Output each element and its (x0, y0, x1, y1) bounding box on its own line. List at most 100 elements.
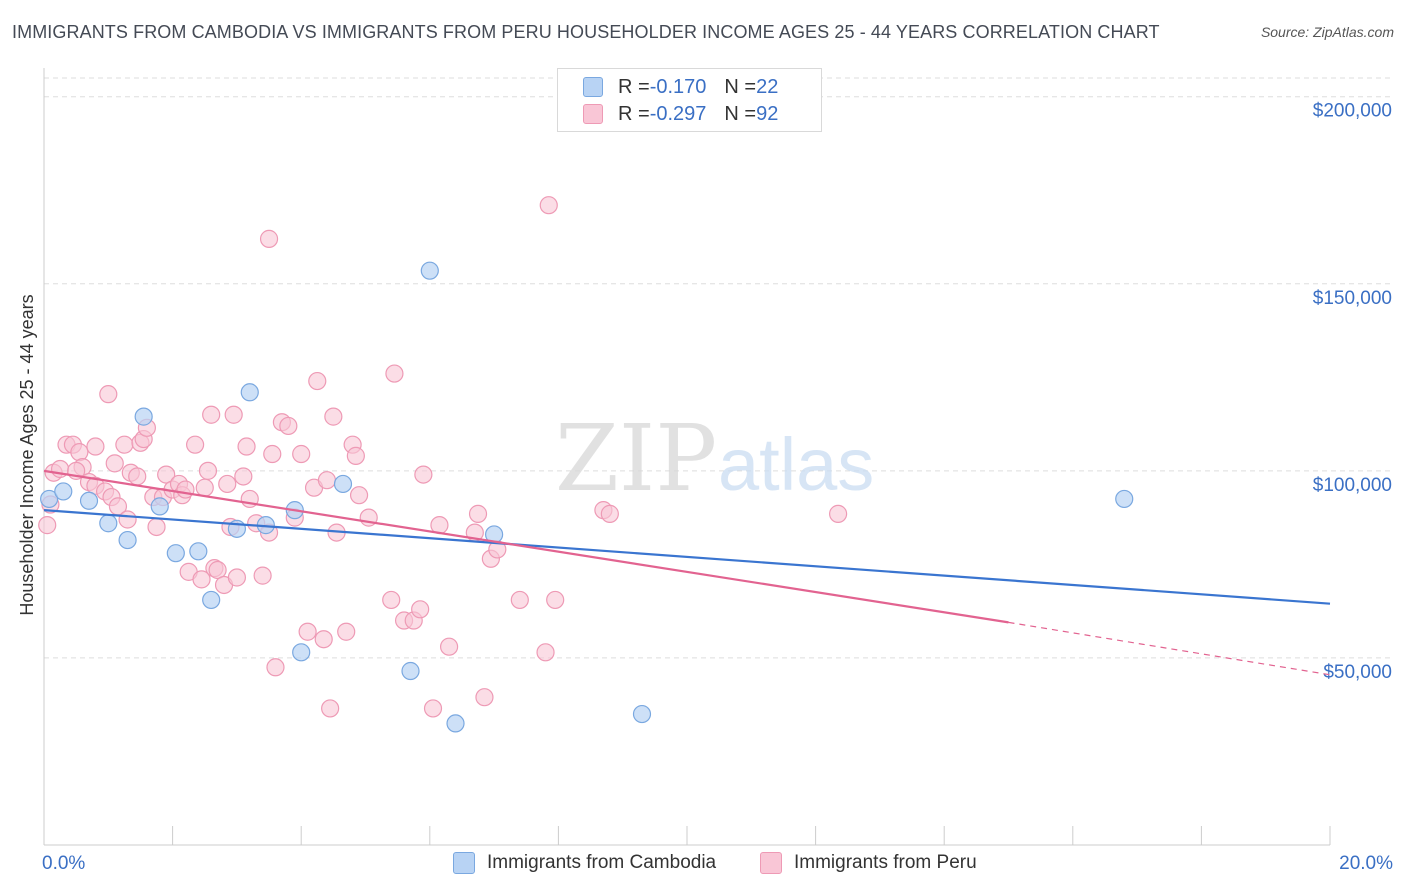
grid-lines (44, 77, 1392, 659)
legend-r-label: R = (618, 102, 650, 125)
data-point-peru (38, 516, 57, 535)
data-point-cambodia (333, 474, 353, 494)
data-point-cambodia (150, 497, 169, 516)
legend-row-cambodia: R = -0.170 N = 22 (558, 74, 778, 100)
trend-line-peru-extension (1008, 621, 1331, 676)
series-legend: Immigrants from Cambodia Immigrants from… (0, 852, 1406, 878)
data-point-peru (314, 630, 333, 649)
stats-legend: R = -0.170 N = 22 R = -0.297 N = 92 (557, 68, 822, 132)
data-point-peru (536, 643, 555, 662)
data-point-peru (266, 658, 285, 677)
watermark-atlas: atlas (718, 423, 874, 506)
data-point-peru (298, 622, 317, 641)
data-point-peru (237, 437, 256, 456)
data-point-peru (195, 478, 214, 497)
legend-n-label: N = (724, 75, 757, 98)
legend-n-value-peru: 92 (756, 102, 779, 125)
data-point-peru (337, 622, 356, 641)
legend-swatch-peru (583, 104, 603, 124)
y-tick-label: $100,000 (1313, 475, 1392, 496)
x-tick-label-min: 0.0% (42, 853, 85, 874)
axes (43, 68, 1331, 846)
data-point-peru (192, 570, 211, 589)
legend-swatch-peru (760, 852, 782, 874)
chart-source: Source: ZipAtlas.com (1260, 24, 1394, 40)
data-point-peru (198, 461, 218, 480)
legend-n-label: N = (724, 102, 757, 125)
data-point-peru (324, 407, 343, 426)
data-point-peru (321, 699, 340, 718)
legend-row-peru: R = -0.297 N = 92 (558, 101, 778, 127)
trend-line-peru (43, 469, 1009, 624)
legend-r-value-peru: -0.297 (649, 102, 707, 125)
data-point-peru (279, 416, 298, 436)
legend-item-cambodia[interactable]: Immigrants from Cambodia (453, 852, 716, 874)
data-point-cambodia (166, 544, 185, 563)
data-point-peru (263, 444, 282, 464)
watermark-zip: ZIP (555, 405, 717, 512)
data-point-peru (157, 465, 176, 484)
data-point-peru (829, 504, 848, 523)
legend-r-label: R = (618, 75, 650, 98)
data-point-peru (411, 600, 430, 619)
data-point-peru (118, 510, 137, 529)
data-point-cambodia (118, 530, 137, 550)
data-point-peru (234, 467, 253, 486)
data-point-peru (349, 486, 369, 505)
data-point-peru (105, 454, 124, 473)
legend-label-peru: Immigrants from Peru (794, 852, 977, 873)
data-point-peru (70, 443, 89, 462)
data-point-peru (128, 467, 147, 486)
data-point-peru (218, 474, 237, 494)
data-point-peru (186, 435, 205, 454)
data-point-peru (308, 371, 327, 391)
data-point-cambodia (446, 714, 465, 733)
data-point-peru (115, 435, 134, 454)
y-tick-label: $150,000 (1313, 288, 1392, 309)
data-point-cambodia (1115, 489, 1134, 509)
legend-n-value-cambodia: 22 (756, 75, 779, 98)
data-point-peru (539, 196, 558, 215)
trend-line-cambodia (43, 509, 1331, 605)
data-point-cambodia (40, 489, 59, 509)
data-point-peru (224, 405, 243, 424)
data-point-peru (414, 465, 433, 484)
data-point-peru (475, 688, 494, 707)
chart-title: IMMIGRANTS FROM CAMBODIA VS IMMIGRANTS F… (12, 22, 1160, 42)
data-point-peru (423, 699, 443, 718)
data-point-cambodia (79, 491, 99, 510)
trend-lines (43, 469, 1331, 676)
watermark: ZIP atlas (555, 405, 874, 512)
data-point-cambodia (420, 261, 439, 280)
data-point-peru (468, 504, 488, 523)
data-point-cambodia (189, 542, 208, 561)
legend-swatch-cambodia (583, 77, 603, 97)
y-tick-labels: $50,000 $100,000 $150,000 $200,000 (1313, 101, 1392, 683)
data-point-peru (208, 560, 227, 580)
data-point-peru (227, 568, 246, 587)
series-cambodia-points (40, 261, 1134, 733)
data-point-cambodia (54, 482, 73, 501)
data-point-peru (546, 590, 565, 610)
legend-item-peru[interactable]: Immigrants from Peru (760, 852, 977, 874)
data-point-cambodia (240, 383, 259, 402)
data-point-cambodia (401, 661, 420, 681)
data-point-peru (292, 444, 311, 464)
data-point-peru (439, 637, 459, 656)
x-tick-labels: 0.0% 20.0% (42, 853, 1393, 874)
y-tick-label: $200,000 (1313, 101, 1392, 122)
data-point-cambodia (632, 704, 652, 724)
data-point-peru (259, 229, 279, 248)
data-point-peru (346, 446, 365, 465)
data-point-peru (99, 385, 118, 404)
legend-swatch-cambodia (453, 852, 475, 874)
data-point-peru (510, 590, 529, 610)
legend-label-cambodia: Immigrants from Cambodia (487, 852, 717, 873)
data-point-cambodia (202, 590, 221, 610)
data-point-peru (600, 504, 619, 523)
data-point-cambodia (292, 643, 311, 662)
x-tick-label-max: 20.0% (1339, 853, 1393, 874)
data-point-cambodia (99, 514, 118, 533)
y-tick-label: $50,000 (1323, 662, 1392, 683)
data-point-cambodia (134, 407, 153, 426)
